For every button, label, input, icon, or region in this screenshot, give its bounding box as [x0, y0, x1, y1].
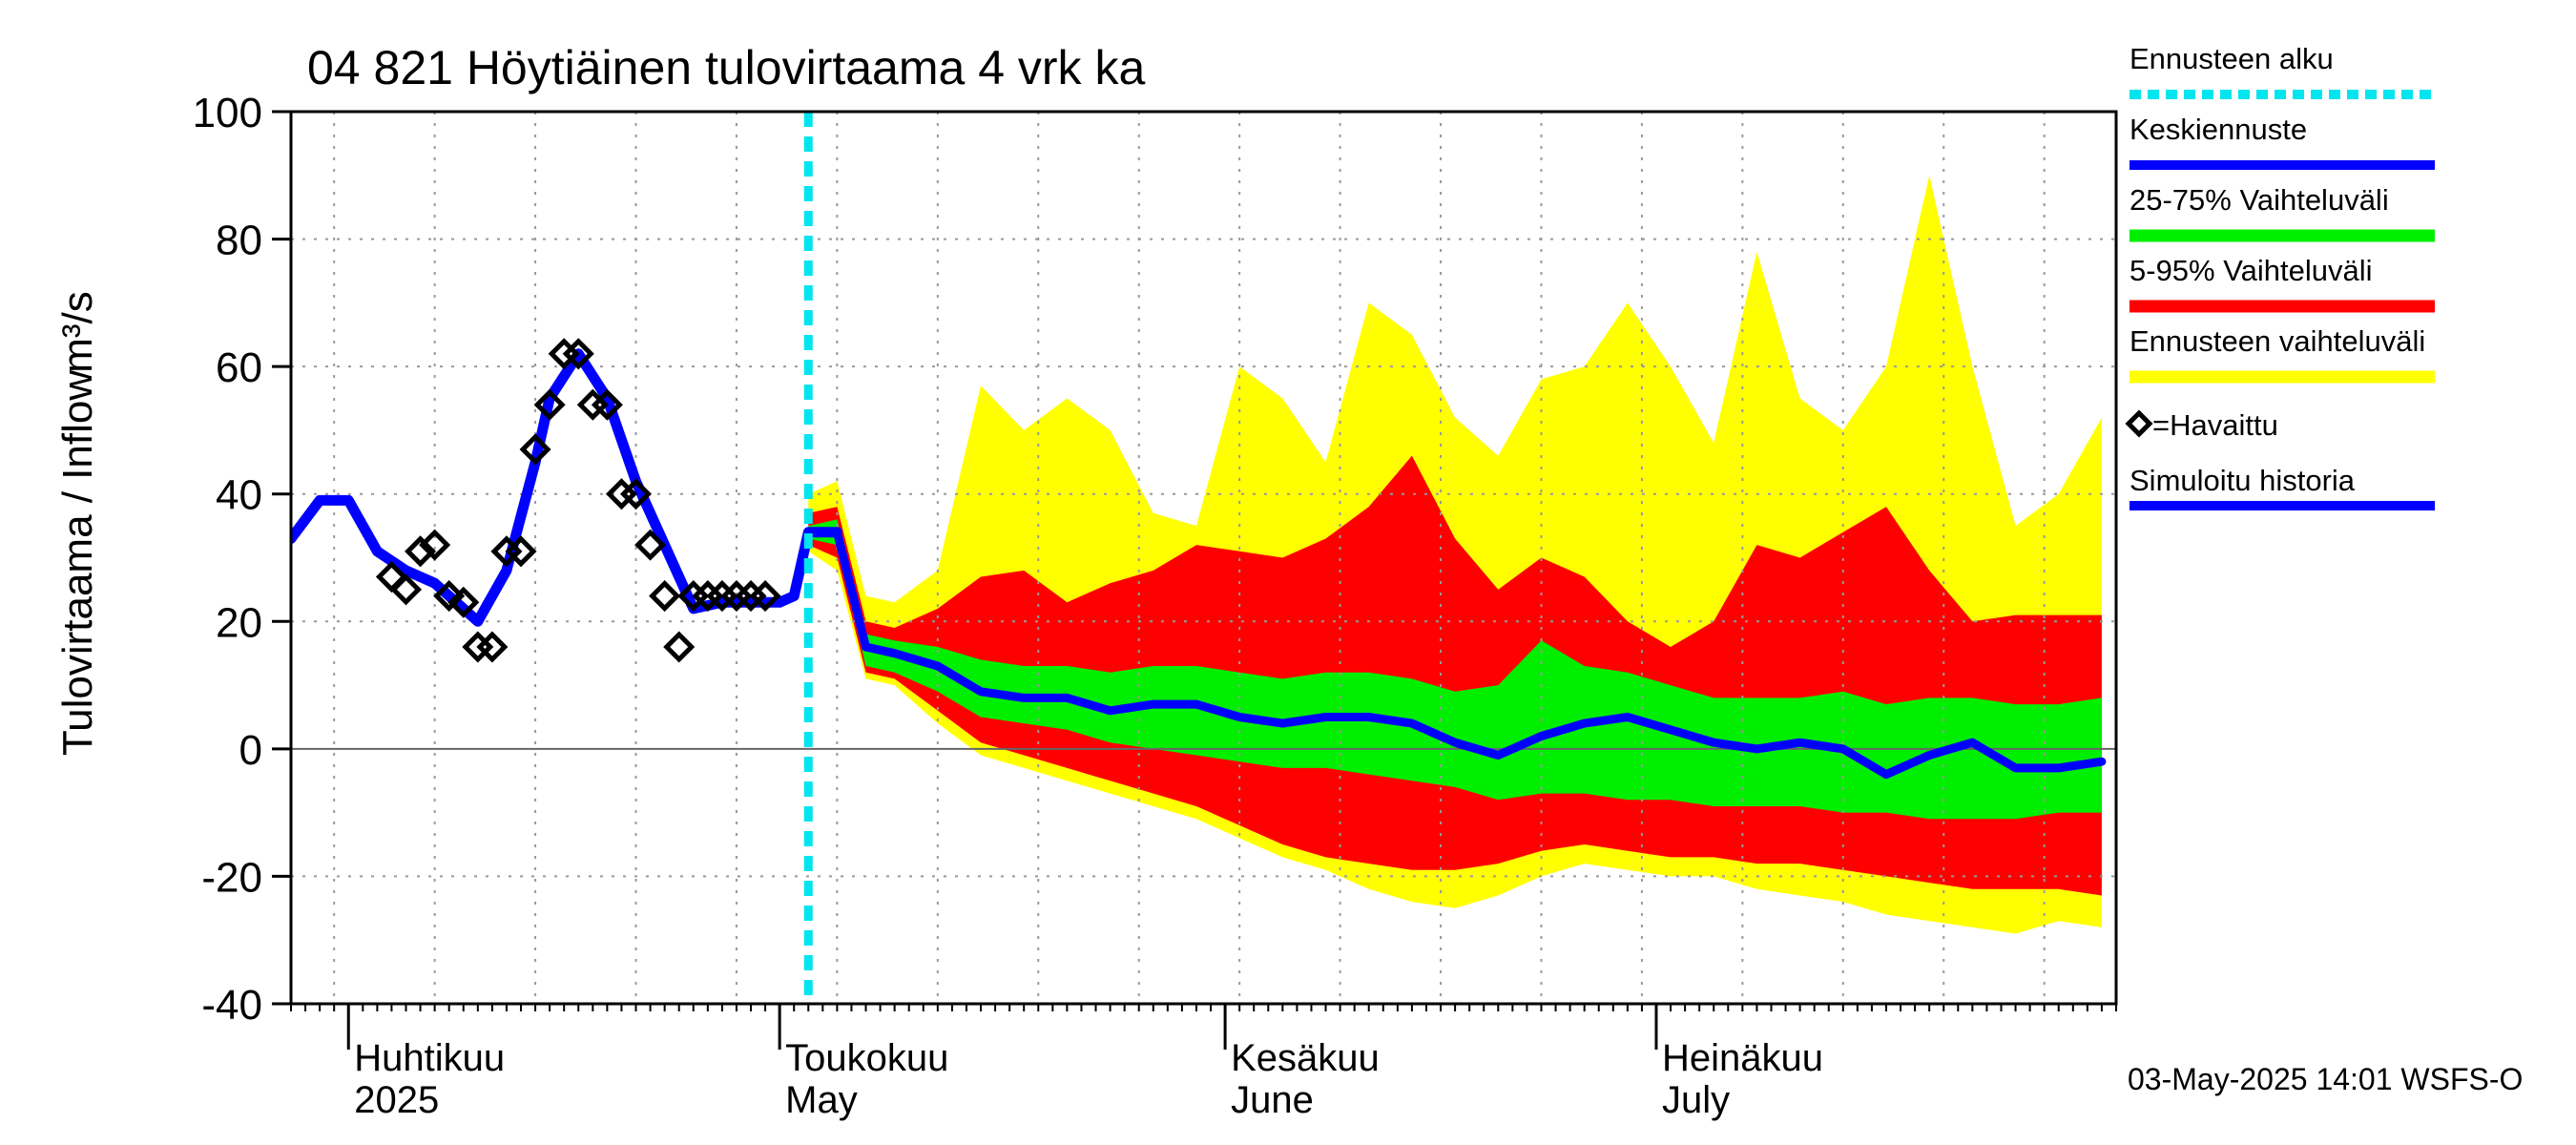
month-label-en: June	[1231, 1079, 1314, 1121]
y-tick-label: 80	[216, 218, 262, 264]
observed-point	[447, 586, 480, 618]
month-label-fi: Huhtikuu	[354, 1037, 505, 1079]
legend-label: Keskiennuste	[2129, 113, 2307, 146]
observed-point	[749, 580, 781, 613]
legend-label: Simuloitu historia	[2129, 464, 2356, 497]
forecast-bands	[808, 175, 2102, 934]
legend-label: 5-95% Vaihteluväli	[2129, 254, 2372, 287]
simulated-history-line	[291, 348, 842, 627]
y-axis-unit: m³/s	[54, 291, 101, 373]
observed-point	[389, 573, 423, 606]
observed-point	[419, 529, 451, 561]
legend-label: 25-75% Vaihteluväli	[2129, 183, 2389, 217]
y-tick-label: 60	[216, 344, 262, 391]
month-label-fi: Toukokuu	[785, 1037, 948, 1079]
observed-point	[476, 631, 509, 663]
observed-point	[505, 535, 537, 568]
plot-frame	[289, 110, 2118, 1006]
month-label-en: July	[1662, 1079, 1730, 1121]
observed-point	[405, 535, 437, 568]
legend-label: Ennusteen alku	[2129, 42, 2334, 75]
y-tick-label: 40	[216, 472, 262, 519]
y-axis-label: Tulovirtaama / Inflow	[54, 370, 101, 757]
chart-title: 04 821 Höytiäinen tulovirtaama 4 vrk ka	[307, 41, 1145, 94]
legend: Ennusteen alku Keskiennuste 25-75% Vaihtel…	[2125, 42, 2435, 510]
series-lines	[291, 112, 2107, 1004]
y-tick-label: -40	[201, 982, 262, 1029]
observed-point	[619, 478, 653, 510]
month-label-en: 2025	[354, 1079, 439, 1121]
gridlines	[291, 112, 2116, 1004]
observed-point	[649, 580, 681, 613]
observed-point	[562, 338, 594, 370]
observed-point	[634, 529, 667, 561]
legend-label: =Havaittu	[2152, 408, 2278, 442]
y-tick-label: 0	[239, 727, 262, 774]
y-tick-label: 20	[216, 599, 262, 646]
month-label-en: May	[785, 1079, 858, 1121]
footer-timestamp: 03-May-2025 14:01 WSFS-O	[2128, 1062, 2523, 1096]
month-label-fi: Kesäkuu	[1231, 1037, 1380, 1079]
observed-point	[533, 388, 566, 421]
legend-label: Ennusteen vaihteluväli	[2129, 324, 2425, 358]
observed-point	[433, 580, 466, 613]
median-forecast-line	[803, 528, 2107, 780]
y-tick-label: -20	[201, 854, 262, 901]
y-tick-label: 100	[193, 90, 262, 136]
observed-point	[663, 631, 696, 663]
legend-marker-observed	[2125, 409, 2153, 438]
observed-point	[519, 433, 551, 466]
observed-point	[591, 388, 623, 421]
month-label-fi: Heinäkuu	[1662, 1037, 1823, 1079]
observed-markers	[375, 338, 781, 663]
